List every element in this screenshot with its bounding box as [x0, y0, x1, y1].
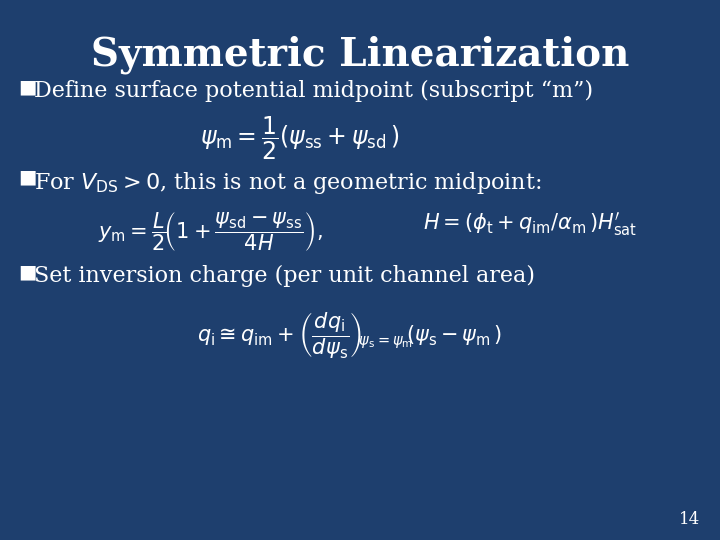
Text: Set inversion charge (per unit channel area): Set inversion charge (per unit channel a…: [34, 265, 535, 287]
Text: $\blacksquare$: $\blacksquare$: [18, 170, 37, 188]
Text: $\blacksquare$: $\blacksquare$: [18, 265, 37, 283]
Text: Symmetric Linearization: Symmetric Linearization: [91, 35, 629, 73]
Text: $\blacksquare$: $\blacksquare$: [18, 80, 37, 98]
Text: 14: 14: [679, 511, 700, 528]
Text: $\psi_{\rm m} = \dfrac{1}{2}(\psi_{\rm ss} + \psi_{\rm sd}\,)$: $\psi_{\rm m} = \dfrac{1}{2}(\psi_{\rm s…: [200, 115, 400, 163]
Text: $q_{\rm i} \cong q_{\rm im} + \left(\dfrac{dq_{\rm i}}{d\psi_{\rm s}}\right)_{\!: $q_{\rm i} \cong q_{\rm im} + \left(\dfr…: [197, 310, 503, 361]
Text: $\mathit{H} = (\phi_{\rm t} + q_{\rm im}/\alpha_{\rm m}\,)H^{\prime}_{\rm sat}$: $\mathit{H} = (\phi_{\rm t} + q_{\rm im}…: [423, 210, 637, 238]
Text: For $V_{\mathrm{DS}} > 0$, this is not a geometric midpoint:: For $V_{\mathrm{DS}} > 0$, this is not a…: [34, 170, 541, 196]
Text: $y_{\rm m} = \dfrac{L}{2}\!\left(1 + \dfrac{\psi_{\rm sd} - \psi_{\rm ss}}{4H}\r: $y_{\rm m} = \dfrac{L}{2}\!\left(1 + \df…: [97, 210, 323, 253]
Text: Define surface potential midpoint (subscript “m”): Define surface potential midpoint (subsc…: [34, 80, 593, 102]
